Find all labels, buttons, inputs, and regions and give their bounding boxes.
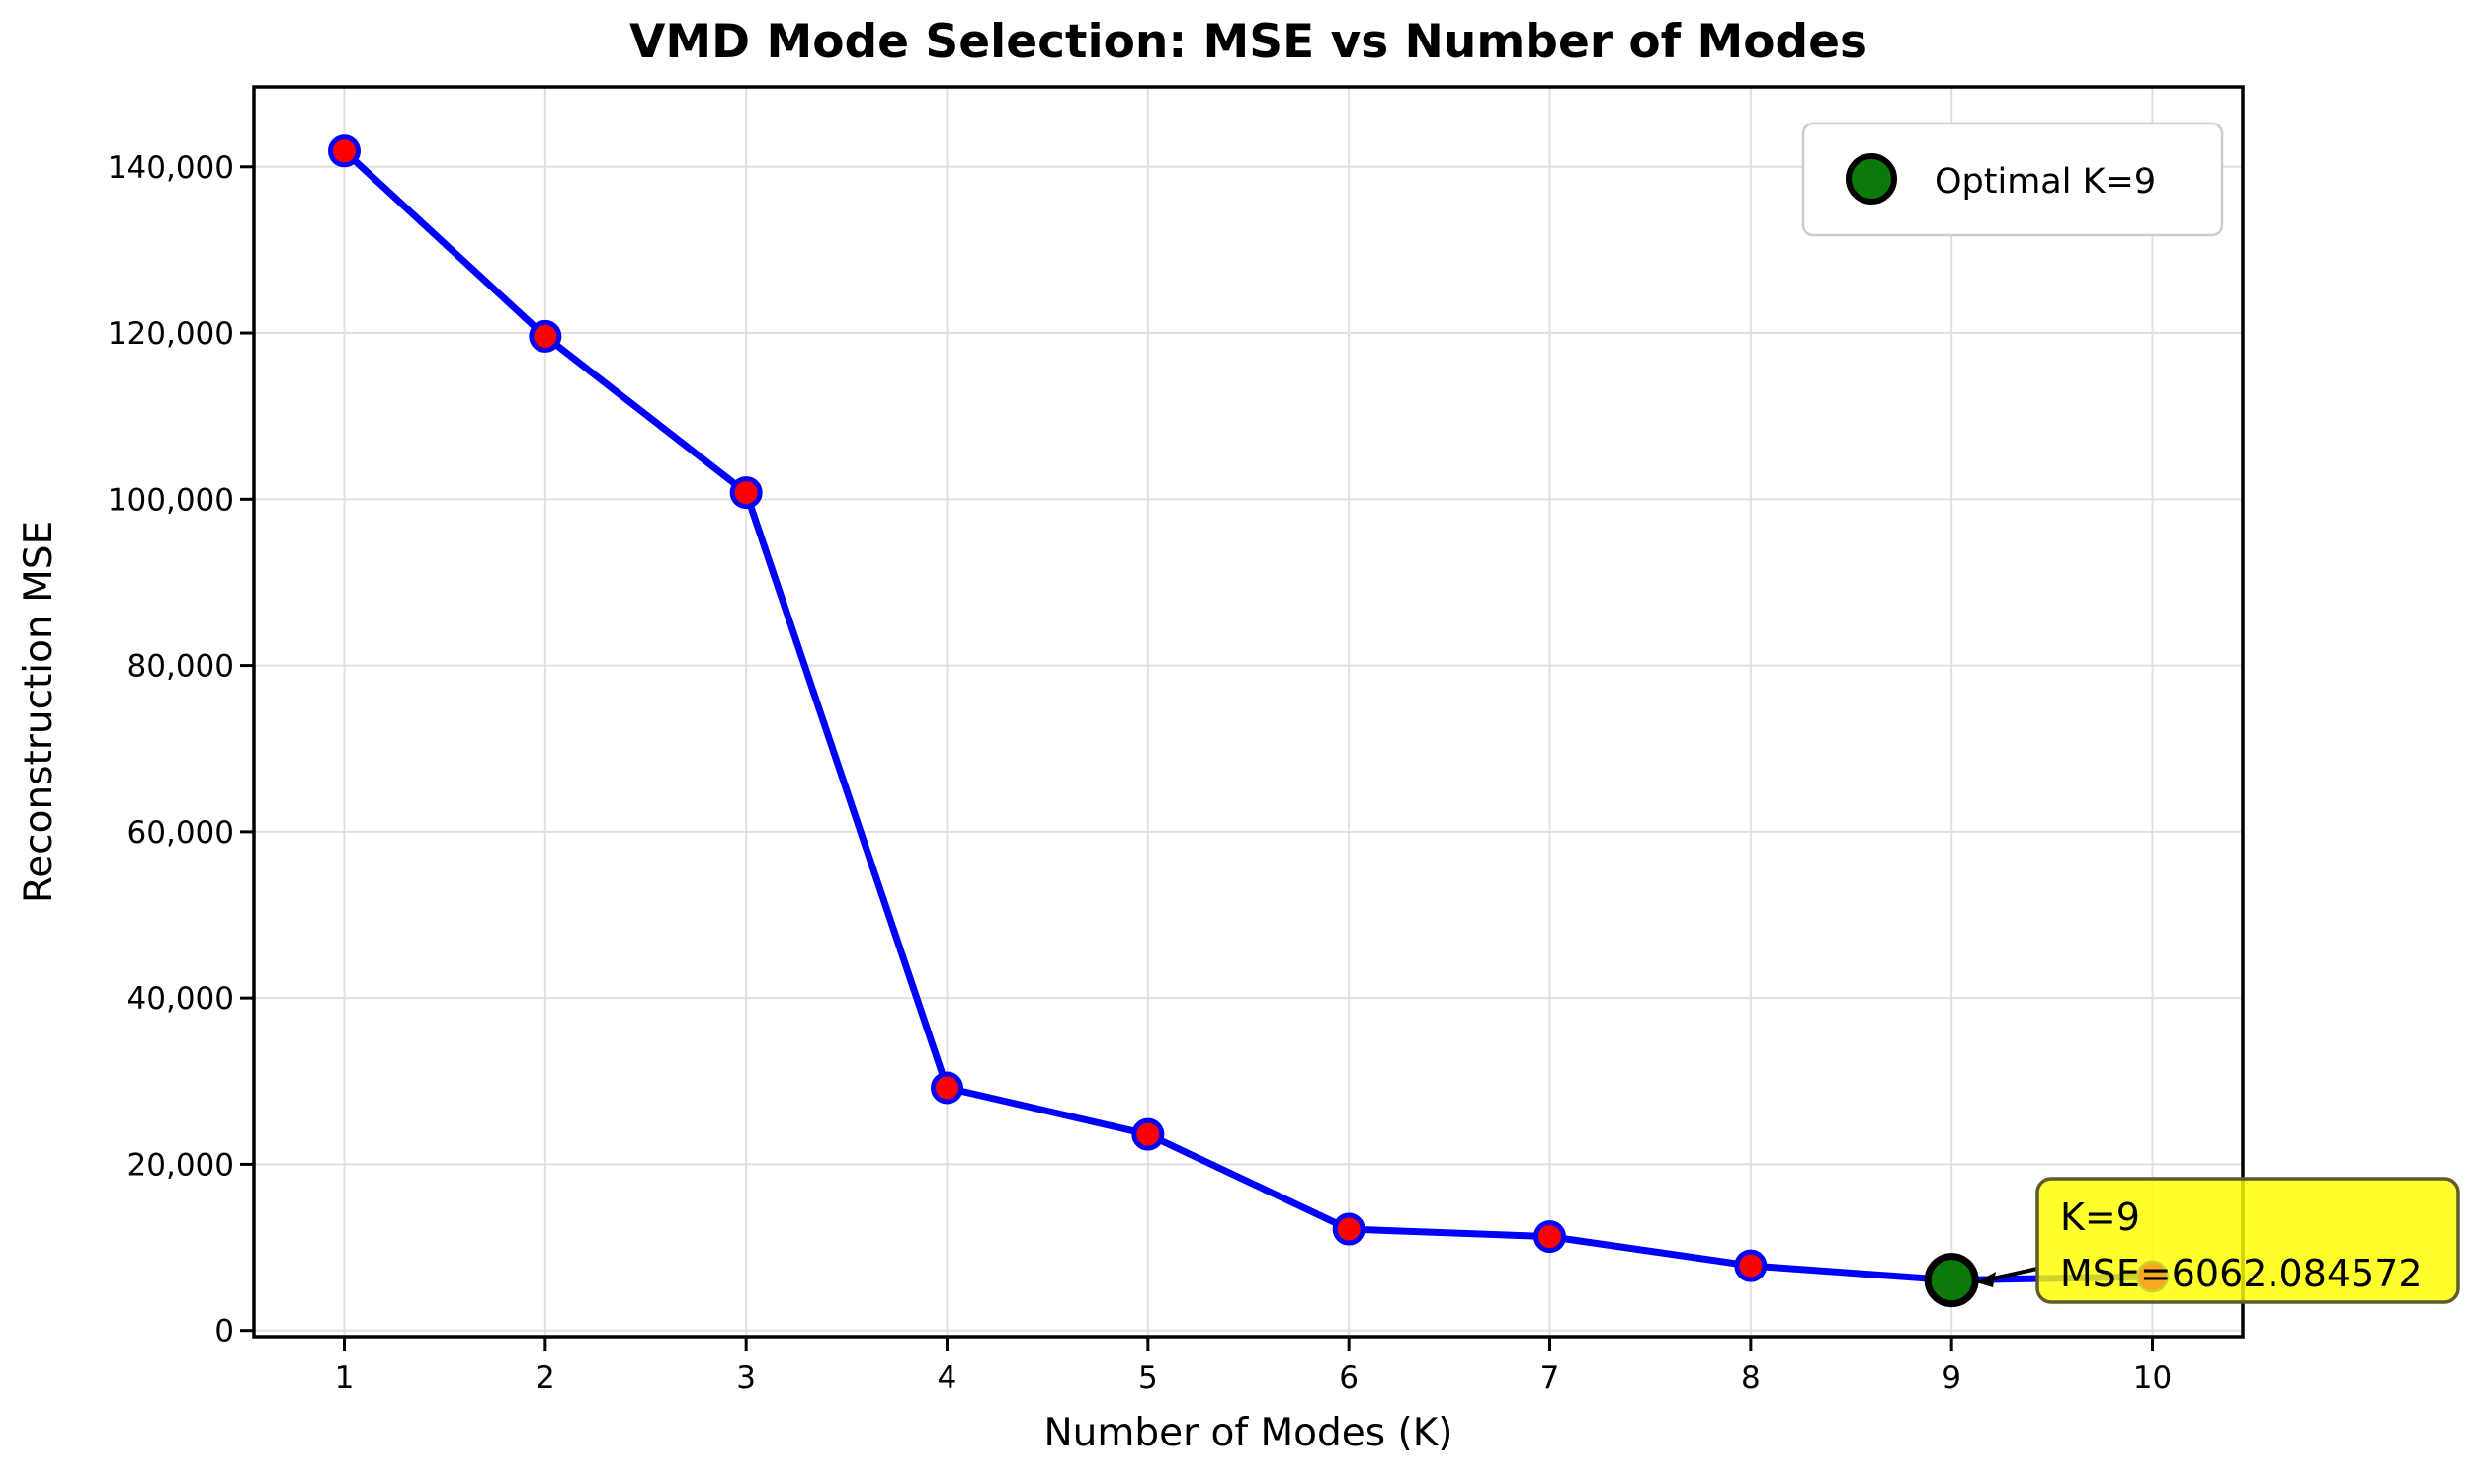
y-tick-label: 120,000 (108, 316, 234, 352)
optimal-marker-icon (1846, 153, 1897, 205)
x-tick-label: 1 (335, 1360, 355, 1396)
x-tick-label: 8 (1741, 1360, 1761, 1396)
data-point-marker (1131, 1117, 1165, 1151)
data-point-marker (1533, 1220, 1566, 1254)
y-tick-label: 100,000 (108, 482, 234, 518)
x-tick-label: 6 (1339, 1360, 1359, 1396)
annotation-line2: MSE=6062.084572 (2060, 1252, 2423, 1295)
data-point-marker (328, 134, 361, 168)
x-tick-label: 2 (536, 1360, 555, 1396)
data-point-marker (529, 319, 562, 353)
x-tick-label: 9 (1942, 1360, 1961, 1396)
data-point-marker (1332, 1212, 1365, 1246)
x-tick-label: 10 (2133, 1360, 2172, 1396)
chart-title: VMD Mode Selection: MSE vs Number of Mod… (629, 15, 1867, 69)
annotation-arrowhead (1976, 1272, 1996, 1287)
data-point-marker (931, 1071, 963, 1105)
plot-area-background (254, 87, 2243, 1337)
y-axis-label: Reconstruction MSE (17, 521, 61, 903)
x-tick-label: 4 (938, 1360, 957, 1396)
y-tick-label: 80,000 (127, 649, 234, 685)
optimal-point-marker (1924, 1253, 1979, 1308)
y-tick-label: 60,000 (127, 815, 234, 851)
data-point-marker (1734, 1249, 1768, 1282)
data-point-marker (729, 476, 763, 510)
legend-box (1801, 122, 2224, 237)
y-tick-label: 20,000 (127, 1147, 234, 1183)
y-tick-label: 0 (214, 1314, 234, 1350)
x-tick-label: 3 (736, 1360, 756, 1396)
annotation-line1: K=9 (2060, 1195, 2140, 1239)
legend-label: Optimal K=9 (1935, 162, 2156, 202)
y-tick-label: 140,000 (108, 150, 234, 186)
x-tick-label: 7 (1540, 1360, 1560, 1396)
y-tick-label: 40,000 (127, 981, 234, 1017)
x-tick-label: 5 (1138, 1360, 1158, 1396)
mse-line (341, 147, 2156, 1284)
axes-spines (252, 85, 2245, 1339)
covered-point-marker (2138, 1263, 2167, 1291)
x-axis-label: Number of Modes (K) (1043, 1411, 1452, 1455)
